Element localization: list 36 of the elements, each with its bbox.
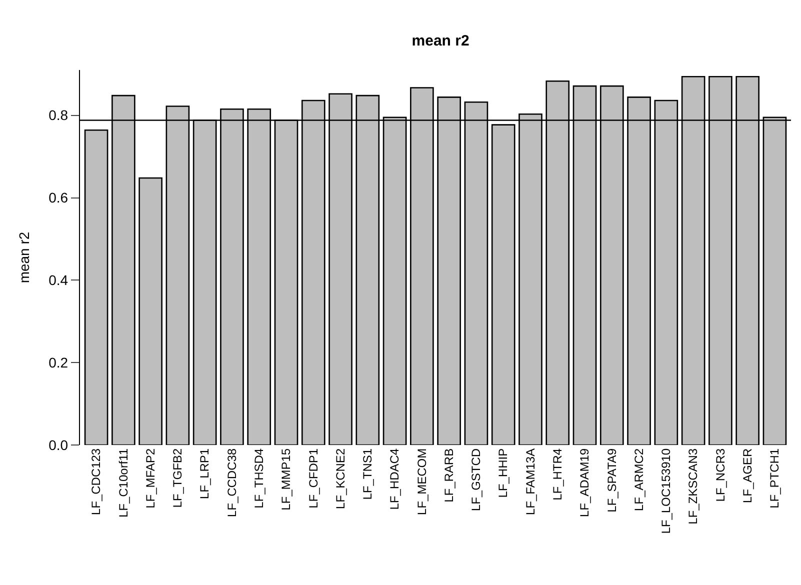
x-tick-label: LF_GSTCD [469,448,484,512]
y-tick-label: 0.2 [48,354,68,370]
x-tick-label: LF_ZKSCAN3 [686,448,700,524]
y-tick-label: 0.0 [48,436,68,453]
x-tick-label: LF_ADAM19 [578,448,592,518]
x-tick-label: LF_PTCH1 [768,448,782,508]
x-tick-label: LF_TNS1 [360,448,375,500]
x-tick-label: LF_FAM13A [523,448,538,516]
y-axis-title: mean r2 [16,232,32,284]
x-tick-label: LF_NCR3 [713,448,728,502]
x-tick-label: LF_THSD4 [252,448,266,508]
x-tick-label: LF_CDC123 [89,448,104,516]
x-tick-label: LF_CFDP1 [306,448,320,508]
x-tick-label: LF_C10orf11 [116,448,130,518]
x-tick-label: LF_HDAC4 [388,448,402,510]
x-tick-label: LF_TGFB2 [170,448,185,508]
chart-title: mean r2 [412,32,470,50]
bar [84,130,108,445]
x-tick-label: LF_SPATA9 [604,448,619,512]
y-tick-label: 0.6 [48,190,68,206]
x-tick-label: LF_HTR4 [550,448,565,500]
x-tick-label: LF_HHIP [496,448,510,498]
x-tick-label: LF_MECOM [414,448,429,516]
x-tick-label: LF_AGER [740,448,754,504]
bar [138,177,162,445]
x-tick-label: LF_RARB [442,448,456,502]
x-tick-label: LF_KCNE2 [333,448,348,510]
bar [491,124,516,445]
y-tick-label: 0.8 [48,107,68,124]
x-tick-label: LF_ARMC2 [632,448,646,512]
x-tick-label: LF_CCDC38 [224,448,239,518]
y-tick-label: 0.4 [48,272,68,288]
x-tick-label: LF_LOC153910 [659,448,674,534]
x-tick-label: LF_LRP1 [198,448,212,500]
x-tick-label: LF_MFAP2 [143,448,158,508]
x-tick-label: LF_MMP15 [279,448,294,510]
